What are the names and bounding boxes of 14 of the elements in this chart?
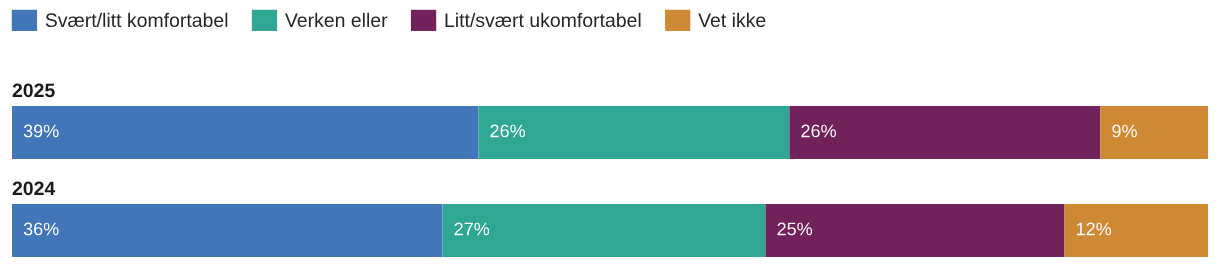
y-tick-label: 2025 <box>12 83 55 98</box>
data-label: 12% <box>1076 222 1112 236</box>
data-label: 26% <box>490 124 526 138</box>
data-label: 25% <box>777 222 813 236</box>
data-label: 26% <box>801 124 837 138</box>
y-tick-label: 2024 <box>12 181 56 196</box>
legend-label: Svært/litt komfortabel <box>45 12 228 28</box>
data-label: 36% <box>23 222 59 236</box>
legend-label: Vet ikke <box>698 12 766 28</box>
legend-label: Litt/svært ukomfortabel <box>445 12 641 28</box>
legend-label: Verken eller <box>285 12 388 28</box>
data-label: 39% <box>23 124 59 138</box>
data-label: 27% <box>454 222 490 236</box>
data-label: 9% <box>1112 124 1137 138</box>
